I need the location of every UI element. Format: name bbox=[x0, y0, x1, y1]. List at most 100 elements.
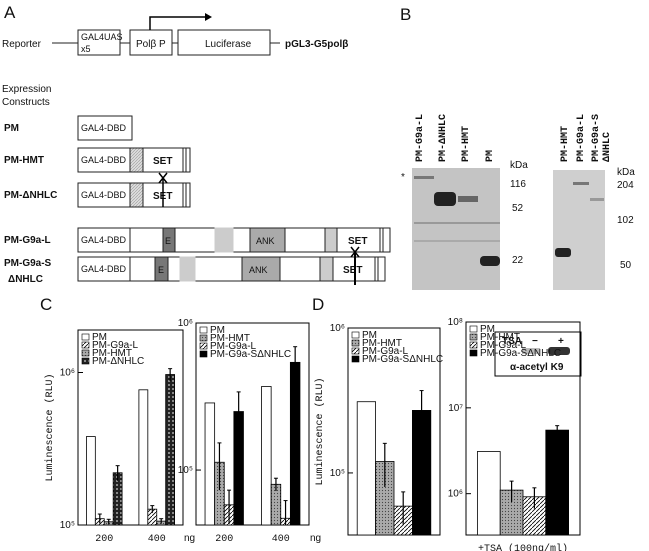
legend-swatch bbox=[199, 326, 208, 334]
legend-swatch bbox=[81, 349, 90, 357]
blot: PM-G9a-L PM-ΔNHLC PM-HMT PM kDa 116 52 2… bbox=[401, 114, 528, 290]
legend-label: PM bbox=[362, 330, 377, 341]
legend-swatch bbox=[199, 350, 208, 358]
panel-label: A bbox=[4, 3, 16, 22]
legend-label: PM-HMT bbox=[92, 348, 132, 359]
construct-name: PM-G9a-S bbox=[4, 258, 52, 269]
x-tick-label: +TSA (100ng/ml) bbox=[478, 543, 568, 551]
inset-label: α-acetyl K9 bbox=[510, 362, 564, 373]
inset-band bbox=[522, 348, 540, 354]
legend-swatch bbox=[81, 333, 90, 341]
ank-domain bbox=[249, 227, 286, 253]
y-axis-label: Luminescence (RLU) bbox=[44, 373, 56, 481]
y-tick-label: 10⁶ bbox=[448, 489, 463, 500]
marker-label: 52 bbox=[512, 203, 524, 214]
band bbox=[458, 196, 478, 202]
bar bbox=[86, 436, 96, 526]
bar bbox=[289, 361, 301, 526]
domain-label: ANK bbox=[256, 236, 275, 246]
light-region bbox=[179, 256, 196, 282]
bar bbox=[545, 429, 569, 536]
panel-label: B bbox=[400, 5, 411, 24]
end-bar bbox=[182, 182, 187, 208]
domain-label: SET bbox=[343, 265, 362, 276]
promoter-label: Polβ P bbox=[136, 39, 166, 50]
band bbox=[573, 182, 589, 185]
gene-label: Luciferase bbox=[205, 39, 252, 50]
legend-label: PM-HMT bbox=[480, 332, 520, 343]
construct-name: ΔNHLC bbox=[8, 274, 43, 285]
bar bbox=[165, 374, 176, 526]
domain-label: GAL4-DBD bbox=[81, 155, 127, 165]
legend-label: PM-G9a-SΔNHLC bbox=[480, 348, 561, 359]
band bbox=[434, 192, 456, 206]
marker-label: 22 bbox=[512, 255, 524, 266]
legend-swatch bbox=[81, 357, 90, 365]
bar bbox=[261, 386, 272, 526]
plasmid-label: pGL3-G5polβ bbox=[285, 39, 348, 50]
legend-label: PM-G9a-L bbox=[92, 340, 139, 351]
lane-label: PM-G9a-S bbox=[591, 114, 602, 162]
domain-label: GAL4-DBD bbox=[81, 235, 127, 245]
legend-swatch bbox=[469, 341, 478, 349]
tss-arrow bbox=[149, 16, 205, 30]
legend-label: PM-ΔNHLC bbox=[92, 356, 144, 367]
inset-band bbox=[548, 347, 570, 355]
panel-label: D bbox=[312, 295, 324, 314]
end-bar bbox=[374, 256, 379, 282]
uas-copies: x5 bbox=[81, 44, 91, 54]
lane-label: PM-G9a-L bbox=[415, 114, 426, 162]
domain-label: E bbox=[165, 236, 171, 246]
x-unit-label: ng bbox=[184, 533, 195, 544]
legend-label: PM-G9a-SΔNHLC bbox=[362, 354, 443, 365]
bar bbox=[476, 451, 501, 536]
x-tick-label: 200 bbox=[215, 534, 233, 545]
tss-arrowhead bbox=[205, 13, 212, 21]
x-unit-label: ng bbox=[310, 533, 321, 544]
legend-label: PM-G9a-L bbox=[480, 340, 527, 351]
x-tick-label: 400 bbox=[148, 534, 166, 545]
band bbox=[555, 248, 571, 257]
legend-label: PM bbox=[480, 324, 495, 335]
domain-label: E bbox=[158, 265, 164, 275]
marker-label: 116 bbox=[510, 179, 526, 190]
domain-label: GAL4-DBD bbox=[81, 264, 127, 274]
marker-label: 50 bbox=[620, 260, 632, 271]
bar bbox=[204, 402, 216, 526]
light-region bbox=[319, 256, 334, 282]
legend-swatch bbox=[351, 347, 360, 355]
domain-label: GAL4-DBD bbox=[81, 123, 127, 133]
inset-label: − bbox=[532, 336, 538, 347]
ank-domain bbox=[241, 256, 281, 282]
band bbox=[590, 198, 604, 201]
marker-label: 204 bbox=[617, 180, 634, 191]
x-tick-label: 200 bbox=[95, 534, 113, 545]
legend-swatch bbox=[199, 334, 208, 342]
y-tick-label: 10⁶ bbox=[178, 318, 193, 329]
y-tick-label: 10⁷ bbox=[448, 403, 463, 414]
domain-label: SET bbox=[348, 236, 367, 247]
legend-swatch bbox=[469, 325, 478, 333]
band bbox=[414, 240, 500, 242]
construct-name: PM-HMT bbox=[4, 155, 44, 166]
uas-label: GAL4UAS bbox=[81, 32, 123, 42]
lane-label: ΔNHLC bbox=[602, 132, 613, 162]
y-tick-label: 10⁶ bbox=[60, 368, 75, 379]
y-tick-label: 10⁸ bbox=[448, 317, 463, 328]
blot: PM-HMT PM-G9a-L PM-G9a-S ΔNHLC kDa 204 1… bbox=[553, 114, 635, 290]
y-tick-label: 10⁶ bbox=[330, 323, 345, 334]
lane-label: PM-ΔNHLC bbox=[438, 114, 449, 162]
end-bar bbox=[379, 227, 384, 253]
legend-label: PM-G9a-L bbox=[362, 346, 409, 357]
gel bbox=[412, 168, 500, 290]
panel-label: C bbox=[40, 295, 52, 314]
legend-label: PM-G9a-SΔNHLC bbox=[210, 349, 291, 360]
legend-swatch bbox=[469, 333, 478, 341]
domain-label: SET bbox=[153, 156, 172, 167]
end-bar bbox=[182, 147, 187, 173]
construct-box bbox=[77, 256, 386, 282]
plot-frame bbox=[195, 322, 310, 526]
constructs-heading: Expression bbox=[2, 84, 51, 95]
light-region bbox=[214, 227, 234, 253]
